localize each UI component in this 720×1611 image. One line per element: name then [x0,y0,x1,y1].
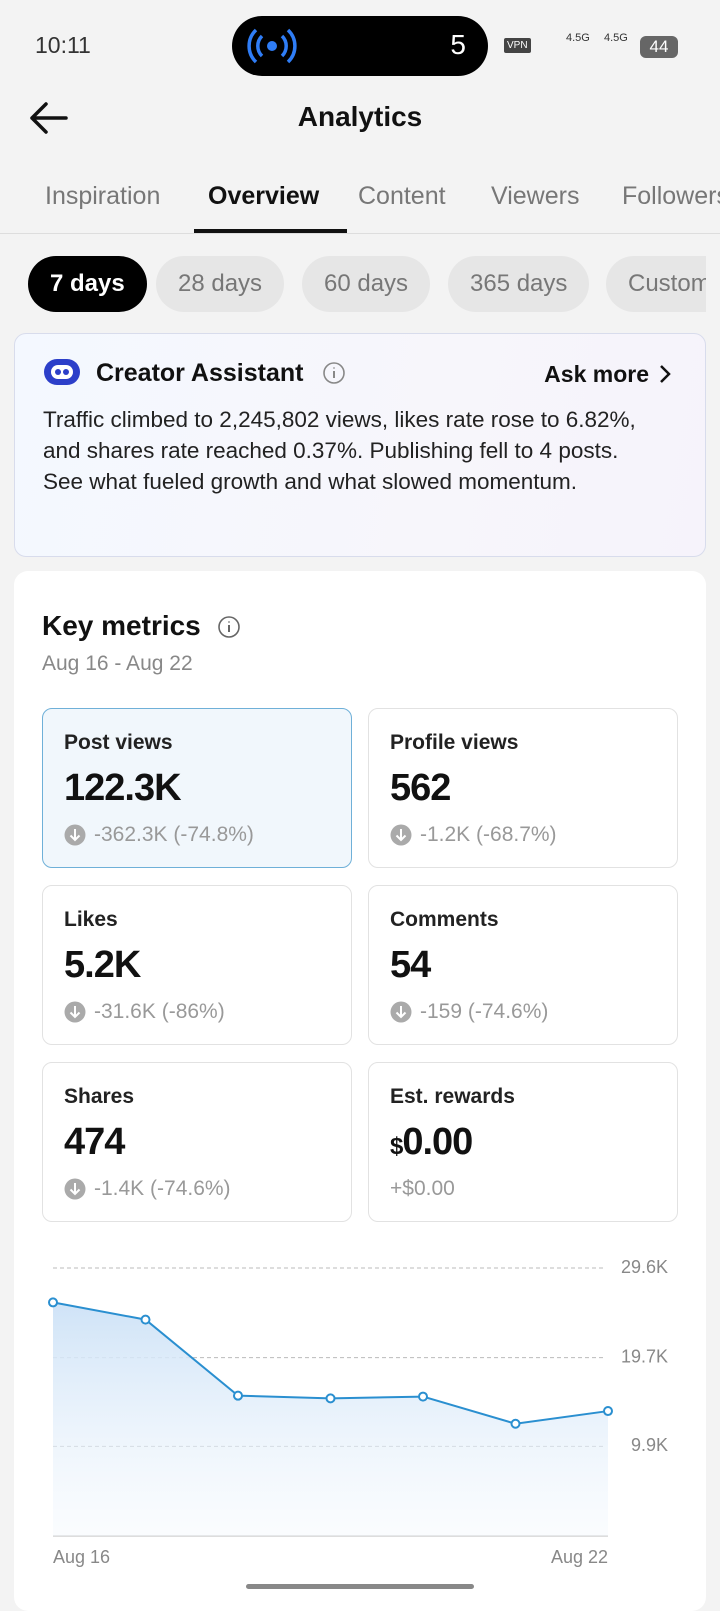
metric-label: Est. rewards [390,1085,515,1108]
chart: 9.9K 19.7K 29.6K Aug 16 Aug 22 [48,1257,668,1567]
assistant-text: Traffic climbed to 2,245,802 views, like… [43,407,636,494]
metric-label: Comments [390,908,499,931]
metric-change: +$0.00 [390,1177,455,1201]
status-time: 10:11 [35,32,91,58]
change: -1.4K (-74.6%) [94,1177,231,1200]
down-icon [64,1001,86,1023]
value: 562 [390,767,451,809]
point [603,1406,613,1417]
point [510,1418,521,1429]
range-chip[interactable]: 7 days [28,256,147,312]
y-tick-label: 29.6K [621,1257,668,1277]
assistant-title: Creator Assistant [96,359,304,387]
page-title: Analytics [297,101,423,132]
tab-bar: Inspiration Overview Content Viewers Followe… [0,0,720,236]
tab[interactable]: Viewers [491,182,580,210]
range-chip[interactable]: 28 days [156,256,285,312]
change: -31.6K (-86%) [94,1000,225,1023]
network: 4.5G [604,32,628,44]
value: 54 [390,944,431,986]
down-icon [64,824,86,846]
info-icon [218,616,240,638]
down-icon [390,1001,412,1023]
down-icon [390,824,412,846]
divider [0,233,720,234]
point [418,1391,428,1402]
metric-value: 54 [390,944,431,987]
tab[interactable]: Overview [208,182,320,210]
back-button[interactable] [28,100,72,136]
metric-label: Post views [64,731,173,754]
change: -159 (-74.6%) [420,1000,549,1023]
info-icon [323,362,345,384]
tab-indicator [194,229,347,233]
x-tick-label: Aug 22 [551,1547,608,1567]
metric-card[interactable]: Comments 54 -159 (-74.6%) [368,885,678,1045]
home-indicator [246,1584,474,1589]
value: 474 [64,1121,125,1163]
tab[interactable]: Content [358,182,446,210]
metric-value: 122.3K [64,767,182,810]
live-pill: 5 [232,16,488,76]
metric-label: Shares [64,1085,135,1108]
range-chips: 7 days 28 days 60 days 365 days Custom [0,0,706,320]
metric-value: 562 [390,767,451,810]
vpn-icon: VPN [504,38,531,53]
metric-change: -159 (-74.6%) [390,1000,548,1024]
point [233,1390,243,1401]
metric-value: $0.00 [390,1121,473,1164]
ask-more[interactable]: Ask more [544,361,649,387]
metric-change: -31.6K (-86%) [64,1000,225,1024]
assistant-card: Creator Assistant Ask more Traffic climb… [14,333,706,557]
network: 4.5G [566,32,590,44]
metric-value: 5.2K [64,944,141,987]
metric-label: Likes [64,908,118,931]
y-tick-label: 19.7K [621,1346,668,1366]
y-tick-label: 9.9K [631,1435,668,1455]
metric-value: 474 [64,1121,125,1164]
chevron [660,365,671,383]
down-icon [64,1178,86,1200]
area [53,1302,608,1536]
metric-change: -362.3K (-74.8%) [64,823,254,847]
tab[interactable]: Followers [622,182,720,210]
point [140,1314,151,1325]
metric-card[interactable]: Post views 122.3K -362.3K (-74.8%) [42,708,352,868]
assistant-icon [44,359,80,385]
metric-card[interactable]: Shares 474 -1.4K (-74.6%) [42,1062,352,1222]
metric-change: -1.4K (-74.6%) [64,1177,231,1201]
live-icon [247,28,297,64]
metrics-title: Key metrics [42,610,201,641]
range-chip[interactable]: 365 days [448,256,590,312]
range-chip[interactable]: Custom [606,256,706,312]
metric-card[interactable]: Profile views 562 -1.2K (-68.7%) [368,708,678,868]
value: 5.2K [64,944,141,986]
x-tick-label: Aug 16 [53,1547,110,1567]
metric-card[interactable]: Likes 5.2K -31.6K (-86%) [42,885,352,1045]
metric-change: -1.2K (-68.7%) [390,823,557,847]
currency: $ [390,1133,403,1160]
metric-card[interactable]: Est. rewards $0.00 +$0.00 [368,1062,678,1222]
range-chip[interactable]: 60 days [302,256,431,312]
change: +$0.00 [390,1177,455,1200]
battery: 44 [640,36,678,58]
metric-label: Profile views [390,731,519,754]
change: -1.2K (-68.7%) [420,823,557,846]
value: 0.00 [402,1121,473,1163]
live-count: 5 [450,29,466,60]
point [325,1393,336,1404]
tab[interactable]: Inspiration [45,182,161,210]
value: 122.3K [64,767,182,809]
date-range: Aug 16 - Aug 22 [42,652,193,675]
point [48,1297,58,1308]
change: -362.3K (-74.8%) [94,823,254,846]
